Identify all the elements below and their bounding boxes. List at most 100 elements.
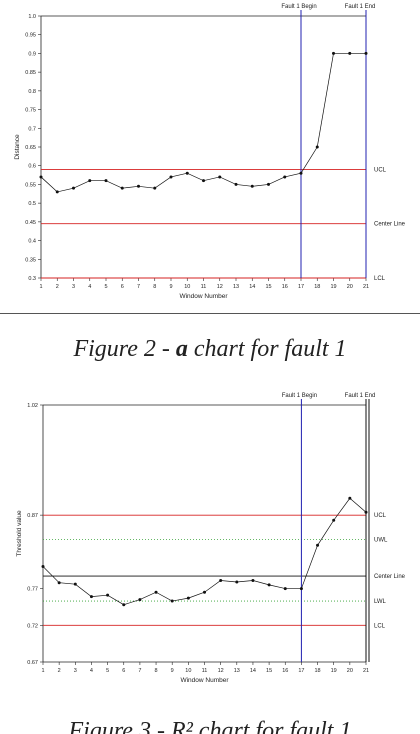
x-tick-label: 2 [58,668,61,674]
y-tick-label: 0.72 [27,623,38,629]
figure-2-caption: Figure 2 - a chart for fault 1 [73,336,347,362]
x-tick-label: 20 [347,284,353,290]
y-tick-label: 0.77 [27,587,38,593]
x-tick-label: 5 [106,668,109,674]
y-axis-label: Threshold value [16,510,23,557]
y-tick-label: 0.87 [27,513,38,519]
x-tick-label: 13 [233,284,239,290]
x-tick-label: 9 [169,284,172,290]
data-point [364,51,368,55]
x-tick-label: 19 [330,284,336,290]
data-point [185,171,189,175]
center-line-label: Center Line [374,574,406,580]
data-point [299,171,303,175]
data-point [72,186,75,190]
x-tick-label: 10 [184,284,190,290]
y-tick-label: 0.9 [28,51,36,57]
x-tick-label: 20 [347,668,353,674]
x-tick-label: 8 [155,668,158,674]
y-axis-label: Distance [14,134,21,160]
figure-3-caption: Figure 3 - R² chart for fault 1 [68,718,352,734]
x-tick-label: 11 [202,668,208,674]
data-point [170,599,174,603]
data-point [137,184,140,188]
data-point [73,582,77,586]
y-tick-label: 0.95 [25,33,36,39]
caption-bold-symbol: a [175,336,188,362]
x-tick-label: 9 [171,668,174,674]
data-point [250,184,254,188]
x-tick-label: 6 [121,284,124,290]
data-point [186,596,190,600]
x-tick-label: 16 [282,284,288,290]
data-point [106,593,110,597]
x-tick-label: 14 [250,668,256,674]
x-axis-label: Window Number [180,677,229,684]
y-tick-label: 0.45 [25,220,36,226]
y-tick-label: 0.6 [28,164,36,170]
y-tick-label: 1.0 [28,14,36,20]
y-tick-label: 0.35 [25,257,36,263]
y-tick-label: 0.55 [25,182,36,188]
data-point [120,186,124,190]
y-tick-label: 0.4 [28,239,36,245]
data-point [57,581,61,585]
data-point [88,179,92,183]
x-tick-label: 17 [298,668,304,674]
separator-line [0,313,420,314]
data-point [283,587,287,591]
distance-chart: 0.3 0.35 0.4 0.45 0.5 0.55 0.6 0.65 0.7 0.75 0.8 0.… [14,4,406,300]
x-tick-label: 11 [201,284,207,290]
data-point [219,578,223,582]
data-point [251,578,255,582]
y-tick-label: 0.3 [28,276,36,282]
x-tick-label: 21 [363,284,369,290]
data-point [316,543,320,547]
series-line [42,497,367,606]
data-point [235,580,239,584]
data-point [122,603,126,607]
data-point [364,510,368,514]
data-point [218,175,222,179]
data-point [267,583,271,587]
ucl-label: UCL [374,167,387,173]
data-point [332,518,336,522]
x-tick-label: 3 [72,284,75,290]
x-tick-label: 5 [104,284,107,290]
data-point [267,182,270,186]
data-point [348,496,352,500]
fault-label-1: Fault 1 End [345,393,376,399]
x-tick-label: 10 [185,668,191,674]
x-tick-label: 7 [137,284,140,290]
y-tick-label: 0.65 [25,145,36,151]
x-tick-label: 3 [74,668,77,674]
threshold-chart: 0.670.720.770.871.021 2 3 4 5 6 7 8 9 10 11 12 13 14 1… [16,393,406,684]
x-tick-label: 18 [314,284,320,290]
x-tick-label: 1 [41,668,44,674]
data-point [234,182,238,186]
data-point [41,565,45,569]
data-point [299,587,303,591]
data-point [169,175,173,179]
fault-label-0: Fault 1 Begin [281,4,316,10]
y-tick-label: 0.75 [25,108,36,114]
x-tick-label: 12 [217,284,223,290]
x-tick-label: 4 [90,668,93,674]
ucl-label: UCL [374,513,387,519]
data-point [154,590,158,594]
fault-label-1: Fault 1 End [345,4,376,10]
x-tick-label: 18 [314,668,320,674]
fault-label-0: Fault 1 Begin [282,393,317,399]
y-tick-label: 1.02 [27,403,38,409]
y-tick-label: 0.8 [28,89,36,95]
data-point [348,51,352,55]
lwl-label: LWL [374,599,387,605]
y-tick-label: 0.5 [28,201,36,207]
x-tick-label: 6 [122,668,125,674]
uwl-label: UWL [374,537,388,543]
lcl-label: LCL [374,623,386,629]
data-point [315,145,319,149]
x-tick-label: 7 [138,668,141,674]
data-point [202,179,205,183]
data-point [283,175,287,179]
